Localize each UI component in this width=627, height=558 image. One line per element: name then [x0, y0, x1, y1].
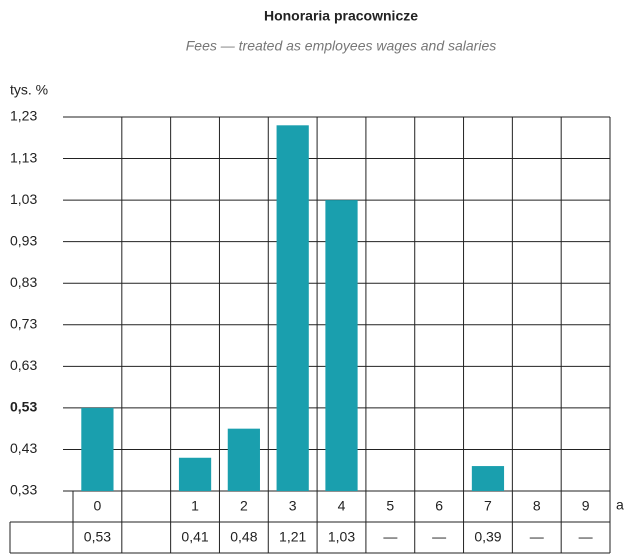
- bar: [178, 457, 212, 491]
- x-tick-label: 2: [240, 498, 248, 514]
- y-tick-label: 0,63: [10, 357, 37, 373]
- value-label: 0,41: [181, 529, 208, 545]
- y-tick-label: 0,33: [10, 482, 37, 498]
- y-tick-label: 0,43: [10, 440, 37, 456]
- y-tick-label: 1,13: [10, 149, 37, 165]
- value-label: —: [383, 529, 397, 545]
- x-tick-label: 1: [191, 498, 199, 514]
- y-tick-label: 0,93: [10, 232, 37, 248]
- value-label: —: [432, 529, 446, 545]
- bar: [276, 125, 309, 492]
- y-tick-label: 0,53: [10, 399, 37, 415]
- bar: [227, 428, 260, 491]
- x-axis-label: a: [616, 497, 624, 513]
- x-tick-label: 0: [94, 498, 102, 514]
- value-label: 0,39: [474, 529, 501, 545]
- chart-title: Honoraria pracownicze: [264, 8, 418, 24]
- x-tick-label: 3: [289, 498, 297, 514]
- value-label: 0,48: [230, 529, 257, 545]
- chart-subtitle: Fees — treated as employees wages and sa…: [186, 38, 497, 54]
- x-tick-label: 8: [533, 498, 541, 514]
- bar: [325, 200, 358, 491]
- bar: [81, 407, 114, 491]
- y-tick-label: 0,83: [10, 274, 37, 290]
- x-tick-label: 7: [484, 498, 492, 514]
- value-label: 1,03: [328, 529, 355, 545]
- bar: [471, 466, 505, 491]
- y-tick-label: 0,73: [10, 315, 37, 331]
- y-tick-label: 1,23: [10, 108, 37, 124]
- x-tick-label: 9: [582, 498, 590, 514]
- y-axis-label: tys. %: [10, 82, 48, 98]
- y-tick-label: 1,03: [10, 191, 37, 207]
- value-label: —: [530, 529, 544, 545]
- x-tick-label: 4: [338, 498, 346, 514]
- x-tick-label: 6: [435, 498, 443, 514]
- value-label: —: [579, 529, 593, 545]
- value-label: 1,21: [279, 529, 306, 545]
- x-tick-label: 5: [386, 498, 394, 514]
- value-label: 0,53: [84, 529, 111, 545]
